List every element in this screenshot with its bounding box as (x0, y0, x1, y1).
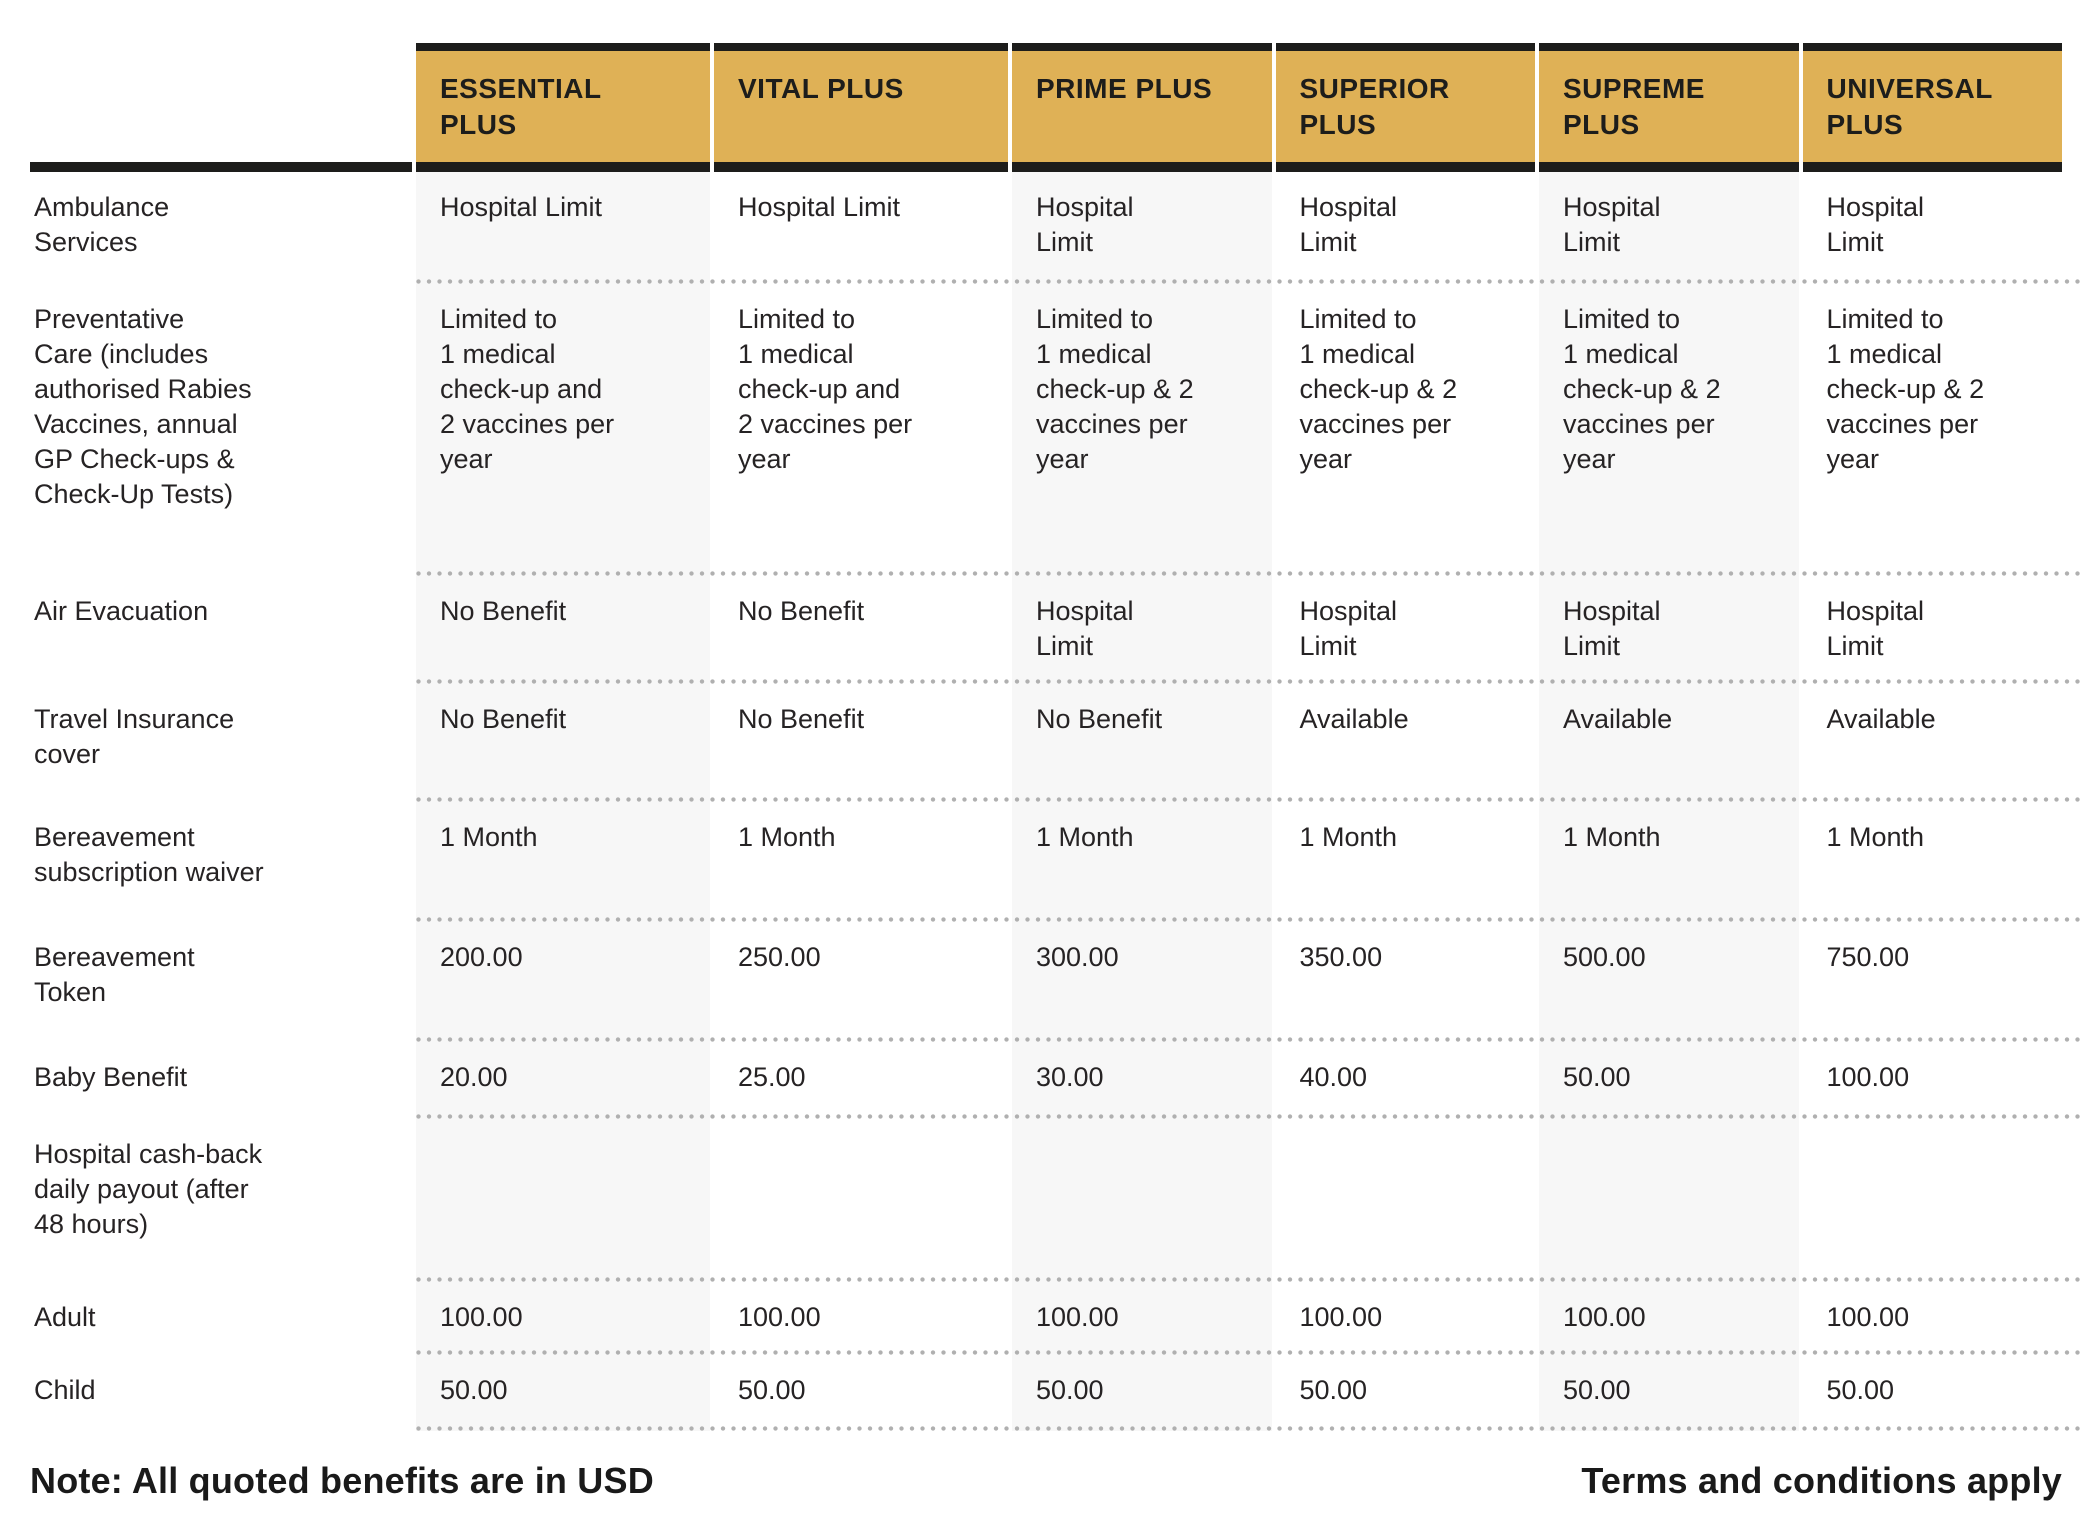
benefit-cell: 50.00 (1012, 1355, 1272, 1431)
benefit-cell: Limited to 1 medical check-up & 2 vaccin… (1012, 284, 1272, 576)
benefit-cell: 20.00 (416, 1042, 710, 1119)
benefit-cell: No Benefit (738, 704, 865, 734)
row-label: Adult (34, 1302, 96, 1332)
column-header-superior-plus: SUPERIOR PLUS (1275, 43, 1535, 172)
benefit-cell: 250.00 (738, 942, 821, 972)
benefit-cell: 50.00 (738, 1375, 806, 1405)
table-row: Air Evacuation No Benefit No Benefit Hospit… (30, 576, 2082, 684)
benefit-cell (1803, 1119, 2063, 1282)
benefit-cell: 350.00 (1299, 942, 1383, 972)
benefit-cell: 1 Month (1299, 822, 1398, 852)
benefit-cell: Hospital Limit (1012, 576, 1272, 684)
row-label: Baby Benefit (34, 1062, 188, 1092)
benefits-table: ESSENTIAL PLUS VITAL PLUS PRIME PLUS SUPERI… (30, 43, 2082, 1431)
benefit-cell: Hospital Limit (1299, 192, 1398, 257)
benefit-cell: Limited to 1 medical check-up and 2 vacc… (416, 284, 710, 576)
table-row: Bereavement Token 200.00 250.00 300.00 350.0… (30, 922, 2082, 1042)
benefit-cell: Limited to 1 medical check-up & 2 vaccin… (1826, 304, 1985, 474)
benefit-cell: Available (1299, 704, 1409, 734)
benefit-cell: Available (1826, 704, 1936, 734)
column-header-universal-plus: UNIVERSAL PLUS (1802, 43, 2062, 172)
benefit-cell (416, 1119, 710, 1282)
benefit-cell: 100.00 (1012, 1282, 1272, 1355)
benefit-cell: 750.00 (1826, 942, 1910, 972)
table-row: Ambulance Services Hospital Limit Hospital… (30, 172, 2082, 284)
benefit-cell: No Benefit (1012, 684, 1272, 802)
header-row-label-spacer (30, 43, 412, 172)
benefit-cell: 300.00 (1012, 922, 1272, 1042)
column-header-vital-plus: VITAL PLUS (714, 43, 1008, 172)
benefit-cell (1539, 1119, 1799, 1282)
benefit-cell: 1 Month (1012, 802, 1272, 922)
benefit-cell: 50.00 (1539, 1355, 1799, 1431)
benefit-cell: 100.00 (738, 1302, 821, 1332)
benefit-cell: 200.00 (416, 922, 710, 1042)
benefit-cell: 50.00 (1539, 1042, 1799, 1119)
row-label: Hospital cash-back daily payout (after 4… (34, 1139, 263, 1239)
benefit-cell: 50.00 (416, 1355, 710, 1431)
benefit-cell: Limited to 1 medical check-up and 2 vacc… (738, 304, 913, 474)
benefit-cell (1012, 1119, 1272, 1282)
benefit-cell (714, 1119, 1008, 1282)
benefit-cell (1276, 1119, 1536, 1282)
table-row: Hospital cash-back daily payout (after 4… (30, 1119, 2082, 1282)
header-row: ESSENTIAL PLUS VITAL PLUS PRIME PLUS SUPERI… (30, 43, 2062, 172)
benefit-cell: Hospital Limit (1299, 596, 1398, 661)
benefit-cell: No Benefit (416, 576, 710, 684)
benefit-cell: Hospital Limit (1539, 172, 1799, 284)
table-row: Preventative Care (includes authorised R… (30, 284, 2082, 576)
benefit-cell: 50.00 (1826, 1375, 1895, 1405)
table-row: Travel Insurance cover No Benefit No Benef… (30, 684, 2082, 802)
benefit-cell: 100.00 (1539, 1282, 1799, 1355)
benefit-cell: Hospital Limit (1826, 596, 1925, 661)
benefit-cell: Hospital Limit (416, 172, 710, 284)
benefit-cell: Hospital Limit (1539, 576, 1799, 684)
table-row: Child 50.00 50.00 50.00 50.00 50.00 50.00 (30, 1355, 2082, 1431)
usd-note: Note: All quoted benefits are in USD (30, 1460, 654, 1501)
table-body: Ambulance Services Hospital Limit Hospital… (30, 172, 2082, 1431)
benefit-cell: Hospital Limit (1012, 172, 1272, 284)
row-label: Preventative Care (includes authorised R… (34, 304, 252, 509)
benefit-cell: Hospital Limit (1826, 192, 1925, 257)
table-row: Baby Benefit 20.00 25.00 30.00 40.00 50.00 100… (30, 1042, 2082, 1119)
benefit-cell: Limited to 1 medical check-up & 2 vaccin… (1539, 284, 1799, 576)
table-row: Bereavement subscription waiver 1 Month 1 … (30, 802, 2082, 922)
benefit-cell: 30.00 (1012, 1042, 1272, 1119)
terms-note: Terms and conditions apply (1581, 1460, 2062, 1501)
benefit-cell: Available (1539, 684, 1799, 802)
benefit-cell: 100.00 (1826, 1062, 1910, 1092)
benefit-cell: 1 Month (1826, 822, 1925, 852)
benefit-cell: Hospital Limit (738, 192, 901, 222)
benefit-cell: 40.00 (1299, 1062, 1368, 1092)
row-label: Ambulance Services (34, 192, 170, 257)
benefit-cell: 50.00 (1299, 1375, 1368, 1405)
footer: Note: All quoted benefits are in USD Ter… (30, 1442, 2062, 1502)
row-label: Child (34, 1375, 96, 1405)
benefit-cell: 100.00 (1826, 1302, 1910, 1332)
benefit-cell: No Benefit (738, 596, 865, 626)
row-label: Air Evacuation (34, 596, 209, 626)
table-row: Adult 100.00 100.00 100.00 100.00 100.00 100.0… (30, 1282, 2082, 1355)
benefit-cell: 1 Month (1539, 802, 1799, 922)
benefit-cell: 100.00 (416, 1282, 710, 1355)
benefit-cell: 100.00 (1299, 1302, 1383, 1332)
benefit-cell: No Benefit (416, 684, 710, 802)
column-header-prime-plus: PRIME PLUS (1012, 43, 1272, 172)
row-label: Bereavement Token (34, 942, 195, 1007)
column-header-supreme-plus: SUPREME PLUS (1539, 43, 1799, 172)
benefit-cell: 500.00 (1539, 922, 1799, 1042)
row-label: Bereavement subscription waiver (34, 822, 264, 887)
benefit-cell: 1 Month (738, 822, 836, 852)
benefit-cell: Limited to 1 medical check-up & 2 vaccin… (1299, 304, 1458, 474)
benefit-cell: 25.00 (738, 1062, 806, 1092)
row-label: Travel Insurance cover (34, 704, 235, 769)
benefit-cell: 1 Month (416, 802, 710, 922)
column-header-essential-plus: ESSENTIAL PLUS (416, 43, 710, 172)
